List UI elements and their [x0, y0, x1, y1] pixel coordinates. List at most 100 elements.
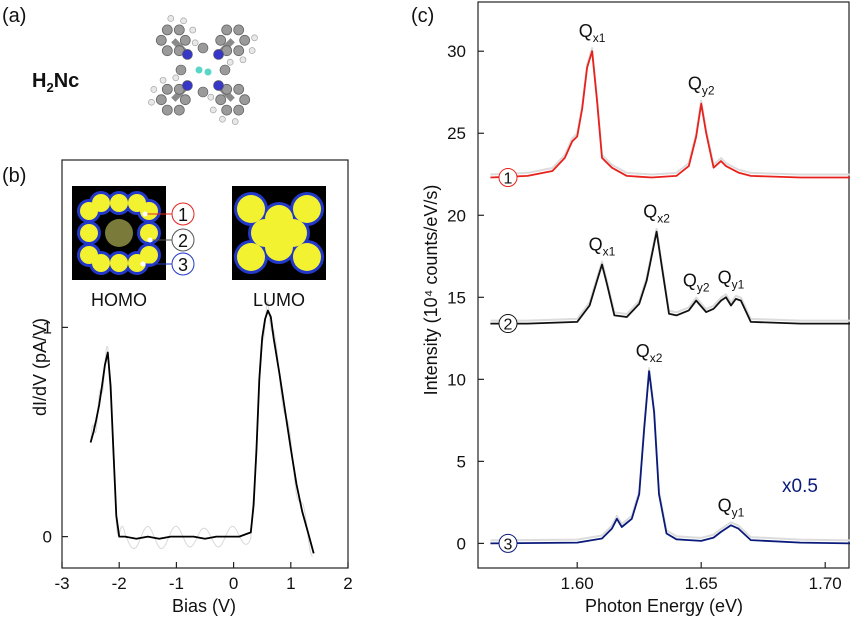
plot-c-ytick-label: 5: [457, 452, 466, 471]
plot-c: 1.60 1.65 1.70051015202530123Qx1Qy2Qx1Qx2Q…: [447, 1, 850, 593]
peak-label-subscript: y1: [732, 277, 745, 291]
molecule-carbon-atom: [239, 94, 251, 106]
molecule-carbon-atom: [215, 34, 227, 46]
marker-1-dot: [142, 211, 148, 217]
molecule-hydrogen-atom: [251, 34, 258, 42]
molecule-center-hydrogen: [204, 68, 212, 76]
molecule-carbon-atom: [173, 104, 185, 116]
lumo-label: LUMO: [253, 290, 305, 310]
orbital-lobe: [92, 194, 110, 212]
molecule-hydrogen-atom: [209, 106, 217, 114]
plot-c-xtick-label: 1.60: [561, 574, 594, 593]
peak-label-main: Q: [636, 341, 650, 361]
orbital-lobe: [265, 205, 293, 233]
molecule-label-main: H: [32, 70, 46, 92]
plot-c-peak-label: Qx1: [579, 21, 606, 45]
molecule-carbon-atom: [233, 104, 245, 116]
panel-c-label: (c): [411, 5, 434, 27]
molecule-carbon-atom: [221, 24, 233, 36]
plot-c-ytick-label: 25: [447, 124, 466, 143]
molecule-ring-atom: [219, 64, 231, 76]
plot-b-frame: [61, 159, 349, 569]
plot-c-peak-label: Qy2: [683, 271, 710, 295]
peak-label-subscript: x2: [657, 212, 670, 226]
marker-3-label: 3: [178, 255, 188, 275]
plot-b-xtick-label: 1: [286, 574, 295, 593]
molecule-carbon-atom: [215, 94, 227, 106]
plot-c-ytick-label: 20: [447, 206, 466, 225]
plot-c-ytick-label: 0: [457, 534, 466, 553]
molecule-label: H2Nc: [32, 70, 79, 95]
molecule-ring-atom: [182, 80, 193, 91]
molecule-label-rest: Nc: [54, 70, 80, 92]
molecule-ring-atom: [197, 86, 209, 98]
lumo-inset: LUMO: [232, 186, 326, 310]
molecule-carbon-atom: [239, 34, 251, 46]
peak-label-main: Q: [579, 21, 593, 41]
plot-c-series-marker-1: [498, 168, 518, 188]
homo-orbital: [77, 191, 161, 275]
plot-b-ytick-label: 0: [43, 528, 52, 547]
molecule-hydrogen-atom: [159, 76, 167, 84]
molecule-carbon-atom: [155, 34, 167, 46]
molecule-ring-atom: [197, 42, 209, 54]
molecule-carbon-atom: [179, 94, 191, 106]
plot-c-spectrum-1-halo: [490, 47, 850, 176]
plot-c-peak-label: Qx2: [643, 202, 670, 226]
panel-b-label: (b): [2, 165, 26, 187]
peak-label-main: Q: [683, 271, 697, 291]
peak-label-subscript: x1: [603, 244, 616, 258]
marker-2-circle: [171, 228, 195, 252]
orbital-lobe: [237, 195, 265, 223]
plot-c-series-marker-2: [498, 314, 518, 334]
molecule-carbon-atom: [233, 83, 245, 95]
orbital-lobe: [237, 243, 265, 271]
molecule-label-subscript: 2: [46, 80, 53, 95]
orbital-lobe: [110, 194, 128, 212]
marker-1-label: 1: [178, 205, 188, 225]
homo-label: HOMO: [91, 290, 147, 310]
plot-b-xtick-label: -1: [169, 574, 184, 593]
plot-c-series-marker-label: 2: [504, 317, 513, 334]
molecule-carbon-atom: [155, 94, 167, 106]
plot-c-series-marker-3: [498, 533, 518, 553]
peak-label-main: Q: [688, 74, 702, 94]
orbital-lobe: [265, 233, 293, 261]
orbital-lobe: [140, 202, 158, 220]
peak-label-main: Q: [718, 267, 732, 287]
molecule-carbon-atom: [161, 45, 173, 57]
peak-label-subscript: x1: [593, 31, 606, 45]
molecule-hydrogen-atom: [207, 93, 215, 101]
lumo-orbital: [234, 192, 324, 274]
plot-c-peak-label: Qx2: [636, 341, 663, 365]
molecule-carbon-atom: [161, 83, 173, 95]
marker-1-circle: [171, 202, 195, 226]
molecule-hydrogen-atom: [239, 56, 247, 64]
molecule-carbon-atom: [173, 24, 185, 36]
molecule-hydrogen-atom: [191, 39, 199, 47]
homo-inset: HOMO: [72, 186, 166, 310]
peak-label-subscript: y2: [697, 281, 710, 295]
molecule-carbon-atom: [179, 34, 191, 46]
marker-3-dot: [140, 261, 146, 267]
molecule-hydrogen-atom: [189, 26, 197, 34]
molecule-hydrogen-atom: [248, 47, 256, 54]
orbital-lobe: [110, 254, 128, 272]
panel-a-label: (a): [2, 5, 26, 27]
plot-b: -3 -2 -1 0 1 2 0 1: [43, 159, 353, 593]
orbital-lobe: [80, 224, 98, 242]
molecule-ring-atom: [175, 64, 187, 76]
plot-b-xtick-label: -3: [54, 574, 69, 593]
plot-c-spectrum-2-halo: [490, 227, 850, 322]
plot-c-series-marker-label: 1: [504, 171, 513, 188]
plot-c-spectrum-1: [490, 50, 850, 179]
plot-b-ytick-label: 1: [43, 318, 52, 337]
plot-b-raw-noise: [90, 300, 314, 557]
molecule-carbon-atom: [221, 104, 233, 116]
molecule-carbon-atom: [233, 24, 245, 36]
molecule-carbon-atom: [161, 104, 173, 116]
plot-c-peak-label: Qy1: [718, 495, 745, 519]
molecule-hydrogen-atom: [172, 74, 180, 82]
molecule-hydrogen-atom: [180, 17, 187, 25]
